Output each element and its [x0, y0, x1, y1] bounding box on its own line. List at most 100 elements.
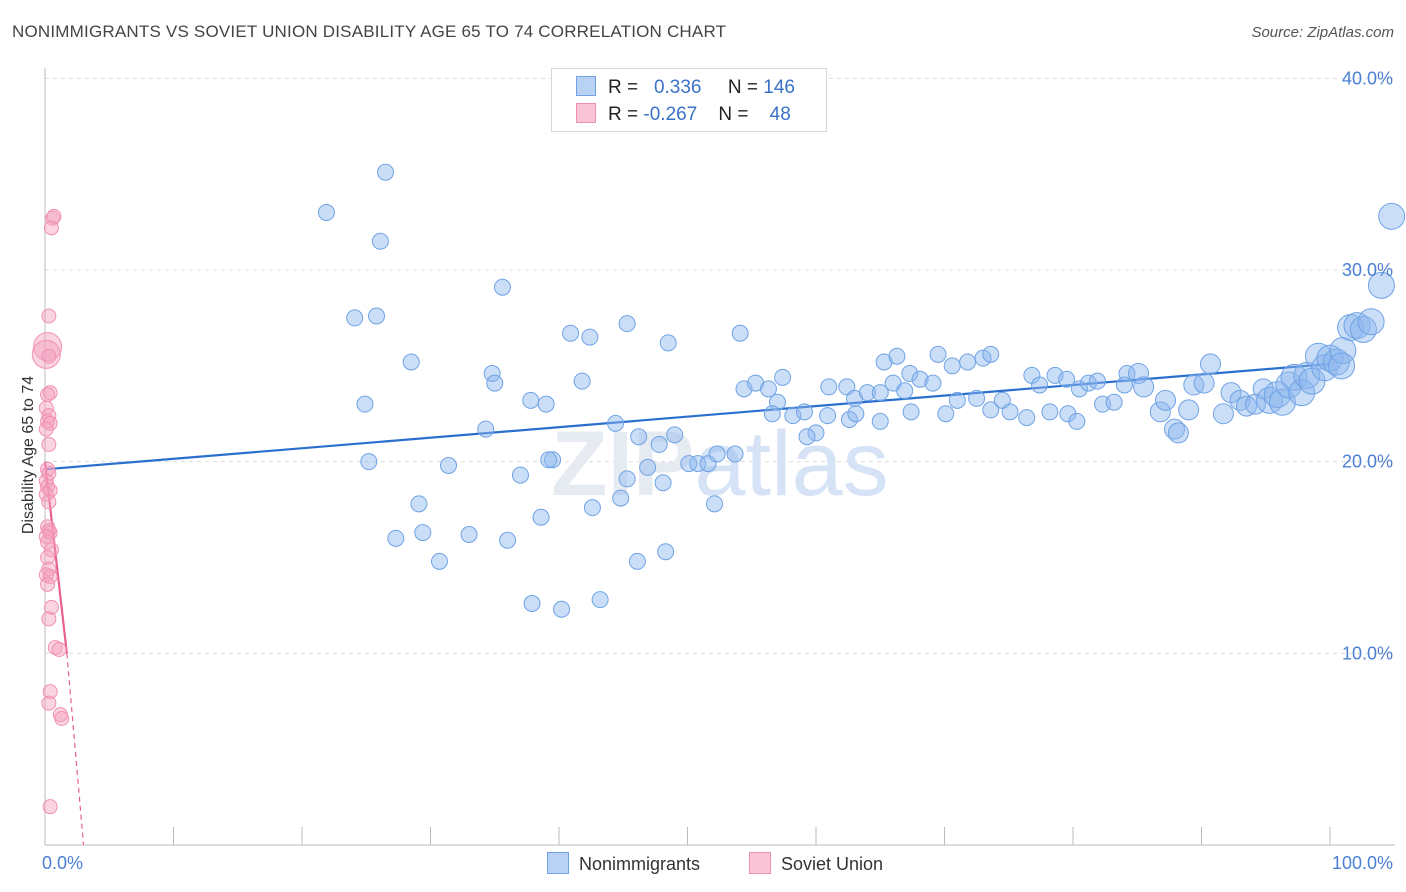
point-soviet-union [51, 642, 67, 657]
legend-r-label: R = [608, 77, 639, 98]
point-nonimmigrants [888, 347, 906, 365]
point-soviet-union [38, 473, 54, 489]
point-nonimmigrants [871, 384, 889, 402]
point-nonimmigrants [759, 380, 777, 398]
point-nonimmigrants [1357, 308, 1385, 336]
point-nonimmigrants [807, 424, 825, 442]
point-nonimmigrants [1031, 376, 1049, 394]
point-nonimmigrants [537, 395, 555, 413]
chart-title: NONIMMIGRANTS VS SOVIET UNION DISABILITY… [12, 22, 727, 41]
x-tick-label: 100.0% [1332, 853, 1393, 873]
point-nonimmigrants [540, 451, 558, 469]
point-nonimmigrants [666, 426, 684, 444]
point-nonimmigrants [618, 315, 636, 333]
point-soviet-union [41, 308, 57, 324]
legend-n-value: 48 [769, 104, 791, 125]
bottom-legend-label: Nonimmigrants [579, 854, 701, 874]
point-nonimmigrants [1105, 393, 1123, 411]
bottom-legend-swatch-blue [547, 852, 569, 874]
point-nonimmigrants [1070, 380, 1088, 398]
trendline-nonimmigrants [44, 362, 1331, 471]
legend-n-label: N = [718, 104, 749, 125]
point-soviet-union [43, 220, 59, 236]
point-nonimmigrants [581, 328, 599, 346]
point-nonimmigrants [774, 368, 792, 386]
point-nonimmigrants [699, 455, 717, 473]
point-nonimmigrants [708, 445, 726, 463]
point-nonimmigrants [929, 345, 947, 363]
point-nonimmigrants [1149, 401, 1171, 423]
legend-swatch-pink [576, 103, 596, 123]
x-tick-label: 0.0% [42, 853, 83, 873]
y-tick-label: 30.0% [1342, 260, 1393, 280]
point-nonimmigrants [726, 445, 744, 463]
point-nonimmigrants [974, 349, 992, 367]
point-soviet-union [41, 611, 57, 627]
point-nonimmigrants [924, 374, 942, 392]
point-nonimmigrants [731, 324, 749, 342]
y-axis-label: Disability Age 65 to 74 [20, 376, 37, 534]
point-nonimmigrants [562, 324, 580, 342]
point-soviet-union [42, 799, 58, 815]
point-nonimmigrants [959, 353, 977, 371]
point-soviet-union [54, 711, 70, 726]
point-nonimmigrants [937, 405, 955, 423]
point-nonimmigrants [639, 458, 657, 476]
legend-r-value: -0.267 [643, 104, 698, 125]
point-nonimmigrants [1001, 403, 1019, 421]
y-tick-label: 20.0% [1342, 452, 1393, 472]
point-nonimmigrants [1193, 372, 1215, 394]
point-nonimmigrants [847, 405, 865, 423]
point-nonimmigrants [795, 403, 813, 421]
point-nonimmigrants [654, 474, 672, 492]
trendline-soviet-union-extension [66, 653, 85, 846]
bottom-legend-label: Soviet Union [781, 854, 884, 874]
point-nonimmigrants [1220, 382, 1242, 404]
point-nonimmigrants [819, 407, 837, 425]
point-nonimmigrants [1263, 381, 1291, 409]
point-soviet-union [33, 332, 63, 362]
point-nonimmigrants [1349, 315, 1377, 343]
y-tick-label: 40.0% [1342, 68, 1393, 88]
point-nonimmigrants [901, 365, 919, 382]
point-nonimmigrants [659, 334, 677, 352]
point-nonimmigrants [371, 232, 389, 250]
point-nonimmigrants [439, 457, 457, 474]
point-nonimmigrants [982, 401, 1000, 419]
point-nonimmigrants [1378, 202, 1406, 230]
point-nonimmigrants [493, 278, 511, 296]
bottom-legend-nonimmigrants: Nonimmigrants [547, 852, 700, 875]
point-nonimmigrants [858, 384, 876, 402]
point-nonimmigrants [628, 552, 646, 570]
point-nonimmigrants [657, 543, 675, 561]
point-nonimmigrants [982, 345, 1000, 363]
point-soviet-union [47, 640, 63, 656]
point-nonimmigrants [511, 466, 529, 484]
point-nonimmigrants [1164, 418, 1186, 440]
point-nonimmigrants [612, 489, 630, 507]
y-tick-label: 10.0% [1342, 643, 1393, 663]
point-nonimmigrants [911, 370, 929, 388]
point-nonimmigrants [618, 470, 636, 488]
point-nonimmigrants [360, 453, 378, 471]
point-nonimmigrants [1235, 395, 1257, 417]
point-soviet-union [43, 542, 59, 558]
grid-lines [45, 77, 1395, 654]
tick-labels: 10.0% 20.0% 30.0% 40.0% 0.0% 100.0% [42, 68, 1393, 873]
point-nonimmigrants [896, 382, 914, 400]
point-nonimmigrants [871, 412, 889, 430]
point-nonimmigrants [902, 403, 920, 421]
point-nonimmigrants [968, 389, 986, 407]
point-nonimmigrants [317, 204, 335, 221]
point-soviet-union [42, 684, 58, 700]
point-nonimmigrants [1128, 363, 1150, 384]
point-nonimmigrants [483, 365, 501, 382]
point-nonimmigrants [553, 600, 571, 618]
point-nonimmigrants [356, 395, 374, 413]
legend-row-nonimmigrants: R = 0.336 N = 146 [576, 76, 795, 99]
axes [44, 68, 1395, 846]
point-nonimmigrants [573, 372, 591, 390]
point-soviet-union [43, 599, 59, 615]
point-nonimmigrants [820, 378, 838, 396]
